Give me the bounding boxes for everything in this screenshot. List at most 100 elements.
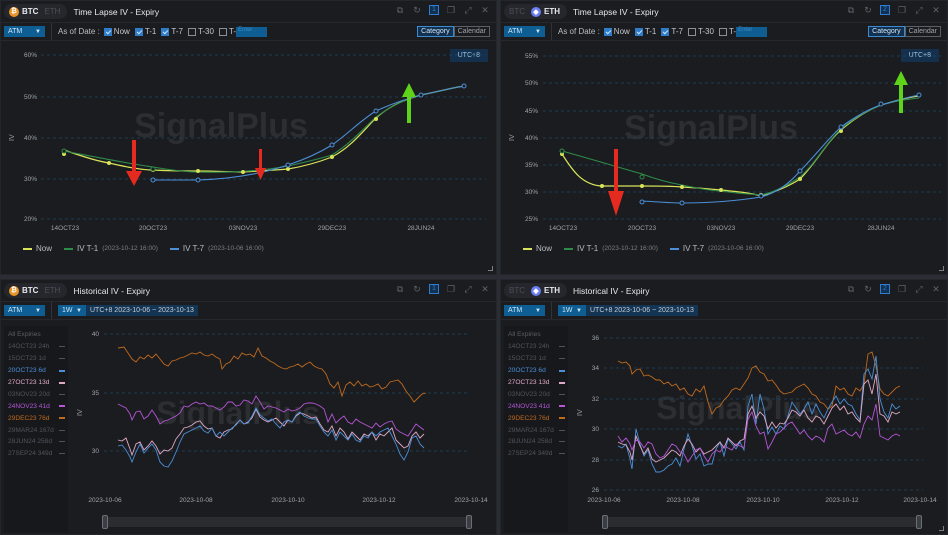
coin-eth-tab[interactable]: ETH bbox=[44, 7, 61, 16]
expiry-all[interactable]: All Expiries bbox=[8, 331, 41, 339]
window-number-badge[interactable]: 1 bbox=[429, 284, 439, 294]
checkbox-t1[interactable]: T-1 bbox=[134, 27, 156, 36]
expiry-item[interactable]: 14OCT23 24h bbox=[504, 341, 568, 353]
t-custom-input[interactable]: Enter bbox=[736, 26, 768, 37]
close-icon[interactable]: ✕ bbox=[932, 5, 940, 15]
checkbox-t7[interactable]: T-7 bbox=[161, 27, 183, 36]
category-button[interactable]: Category bbox=[868, 26, 905, 37]
expiry-item[interactable]: 29DEC23 76d bbox=[4, 412, 68, 424]
checkbox-t7[interactable]: T-7 bbox=[661, 27, 683, 36]
expiry-item[interactable]: 27SEP24 349d bbox=[504, 448, 568, 460]
window-number-badge[interactable]: 2 bbox=[880, 5, 890, 15]
coin-eth-tab[interactable]: ETH bbox=[44, 286, 61, 295]
coin-toggle[interactable]: BTC ◆ ETH bbox=[504, 283, 567, 298]
strike-select[interactable]: ATM ▼ bbox=[504, 26, 545, 37]
coin-toggle[interactable]: BTC ◆ ETH bbox=[504, 4, 567, 19]
refresh-icon[interactable]: ↻ bbox=[864, 5, 872, 15]
checkbox-t30[interactable]: T-30 bbox=[687, 27, 714, 36]
expand-icon[interactable]: ⤢ bbox=[915, 284, 923, 294]
expiry-item[interactable]: 24NOV23 41d bbox=[4, 400, 68, 412]
legend-item-now[interactable]: Now bbox=[523, 244, 552, 253]
expiry-item[interactable]: 03NOV23 20d bbox=[4, 388, 68, 400]
category-button[interactable]: Category bbox=[417, 26, 454, 37]
window-number-badge[interactable]: 2 bbox=[880, 284, 890, 294]
expiry-item[interactable]: 20OCT23 6d bbox=[4, 365, 68, 377]
period-select[interactable]: 1W ▼ bbox=[558, 305, 586, 316]
expand-icon[interactable]: ⤢ bbox=[915, 5, 923, 15]
legend-item-t1[interactable]: IV T-1 (2023-10-12 16:00) bbox=[564, 244, 658, 253]
strike-select[interactable]: ATM ▼ bbox=[504, 305, 545, 316]
checkbox-t-custom[interactable]: T- bbox=[718, 27, 736, 36]
checkbox-now[interactable]: Now bbox=[103, 27, 130, 36]
calendar-button[interactable]: Calendar bbox=[453, 26, 490, 37]
checkbox-now[interactable]: Now bbox=[603, 27, 630, 36]
expiry-item[interactable]: 15OCT23 1d bbox=[4, 353, 68, 365]
expiry-item[interactable]: 24NOV23 41d bbox=[504, 400, 568, 412]
expiry-item[interactable]: 27OCT23 13d bbox=[4, 377, 68, 389]
expiry-item[interactable]: 29MAR24 167d bbox=[504, 424, 568, 436]
calendar-button[interactable]: Calendar bbox=[904, 26, 941, 37]
date-range-picker[interactable]: UTC+8 2023-10-06 ~ 2023-10-13 bbox=[586, 305, 698, 316]
popout-icon[interactable]: ⧉ bbox=[847, 5, 855, 15]
duplicate-icon[interactable]: ❐ bbox=[897, 5, 907, 15]
expiry-item[interactable]: 14OCT23 24h bbox=[4, 341, 68, 353]
panel-titlebar: BTC ◆ ETH Time Lapse IV - Expiry ⧉ ↻ 2 ❐ … bbox=[501, 1, 947, 22]
legend-item-t7[interactable]: IV T-7 (2023-10-06 16:00) bbox=[669, 244, 764, 253]
popout-icon[interactable]: ⧉ bbox=[847, 284, 855, 294]
coin-eth-tab[interactable]: ◆ ETH bbox=[528, 6, 563, 17]
expiry-item[interactable]: 20OCT23 6d bbox=[504, 365, 568, 377]
expiry-item[interactable]: 28JUN24 258d bbox=[504, 436, 568, 448]
panel-toolbar: ATM ▼ 1W ▼ UTC+8 2023-10-06 ~ 2023-10-13 bbox=[501, 301, 947, 320]
resize-handle[interactable] bbox=[939, 526, 944, 531]
expiry-item[interactable]: 03NOV23 20d bbox=[504, 388, 568, 400]
legend-item-t7[interactable]: IV T-7 (2023-10-06 16:00) bbox=[169, 244, 264, 253]
coin-toggle[interactable]: ₿ BTC ETH bbox=[4, 4, 68, 19]
period-select[interactable]: 1W ▼ bbox=[58, 305, 86, 316]
coin-btc-tab[interactable]: ₿ BTC bbox=[6, 285, 41, 296]
close-icon[interactable]: ✕ bbox=[932, 284, 940, 294]
legend-item-t1[interactable]: IV T-1 (2023-10-12 16:00) bbox=[64, 244, 158, 253]
checkbox-t-custom[interactable]: T- bbox=[218, 27, 236, 36]
expiry-item[interactable]: 29DEC23 76d bbox=[504, 412, 568, 424]
checkbox-t30[interactable]: T-30 bbox=[187, 27, 214, 36]
popout-icon[interactable]: ⧉ bbox=[396, 5, 404, 15]
time-range-slider[interactable] bbox=[102, 515, 472, 529]
strike-select[interactable]: ATM ▼ bbox=[4, 305, 45, 316]
slider-handle-right[interactable] bbox=[466, 515, 472, 529]
expiry-item[interactable]: 15OCT23 1d bbox=[504, 353, 568, 365]
window-number-badge[interactable]: 1 bbox=[429, 5, 439, 15]
slider-handle-left[interactable] bbox=[102, 515, 108, 529]
date-range-picker[interactable]: UTC+8 2023-10-06 ~ 2023-10-13 bbox=[86, 305, 198, 316]
coin-btc-tab[interactable]: BTC bbox=[509, 286, 525, 295]
expand-icon[interactable]: ⤢ bbox=[464, 5, 472, 15]
popout-icon[interactable]: ⧉ bbox=[396, 284, 404, 294]
coin-eth-tab[interactable]: ◆ ETH bbox=[528, 285, 563, 296]
close-icon[interactable]: ✕ bbox=[481, 5, 489, 15]
coin-toggle[interactable]: ₿ BTC ETH bbox=[4, 283, 68, 298]
expand-icon[interactable]: ⤢ bbox=[464, 284, 472, 294]
resize-handle[interactable] bbox=[939, 266, 944, 271]
refresh-icon[interactable]: ↻ bbox=[864, 284, 872, 294]
refresh-icon[interactable]: ↻ bbox=[413, 5, 421, 15]
legend-item-now[interactable]: Now bbox=[23, 244, 52, 253]
duplicate-icon[interactable]: ❐ bbox=[446, 5, 456, 15]
duplicate-icon[interactable]: ❐ bbox=[446, 284, 456, 294]
refresh-icon[interactable]: ↻ bbox=[413, 284, 421, 294]
expiry-item[interactable]: 27SEP24 349d bbox=[4, 448, 68, 460]
expiry-item[interactable]: 28JUN24 258d bbox=[4, 436, 68, 448]
coin-btc-tab[interactable]: BTC bbox=[509, 7, 525, 16]
expiry-all[interactable]: All Expiries bbox=[508, 331, 541, 339]
close-icon[interactable]: ✕ bbox=[481, 284, 489, 294]
slider-handle-left[interactable] bbox=[602, 515, 608, 529]
coin-btc-tab[interactable]: ₿ BTC bbox=[6, 6, 41, 17]
t-custom-input[interactable]: Enter bbox=[236, 26, 268, 37]
checkbox-t1[interactable]: T-1 bbox=[634, 27, 656, 36]
resize-handle[interactable] bbox=[488, 266, 493, 271]
duplicate-icon[interactable]: ❐ bbox=[897, 284, 907, 294]
expiry-item[interactable]: 27OCT23 13d bbox=[504, 377, 568, 389]
slider-handle-right[interactable] bbox=[916, 515, 922, 529]
strike-select[interactable]: ATM ▼ bbox=[4, 26, 45, 37]
expiry-item[interactable]: 29MAR24 167d bbox=[4, 424, 68, 436]
time-range-slider[interactable] bbox=[602, 515, 922, 529]
timezone-badge: UTC+8 bbox=[449, 49, 488, 62]
